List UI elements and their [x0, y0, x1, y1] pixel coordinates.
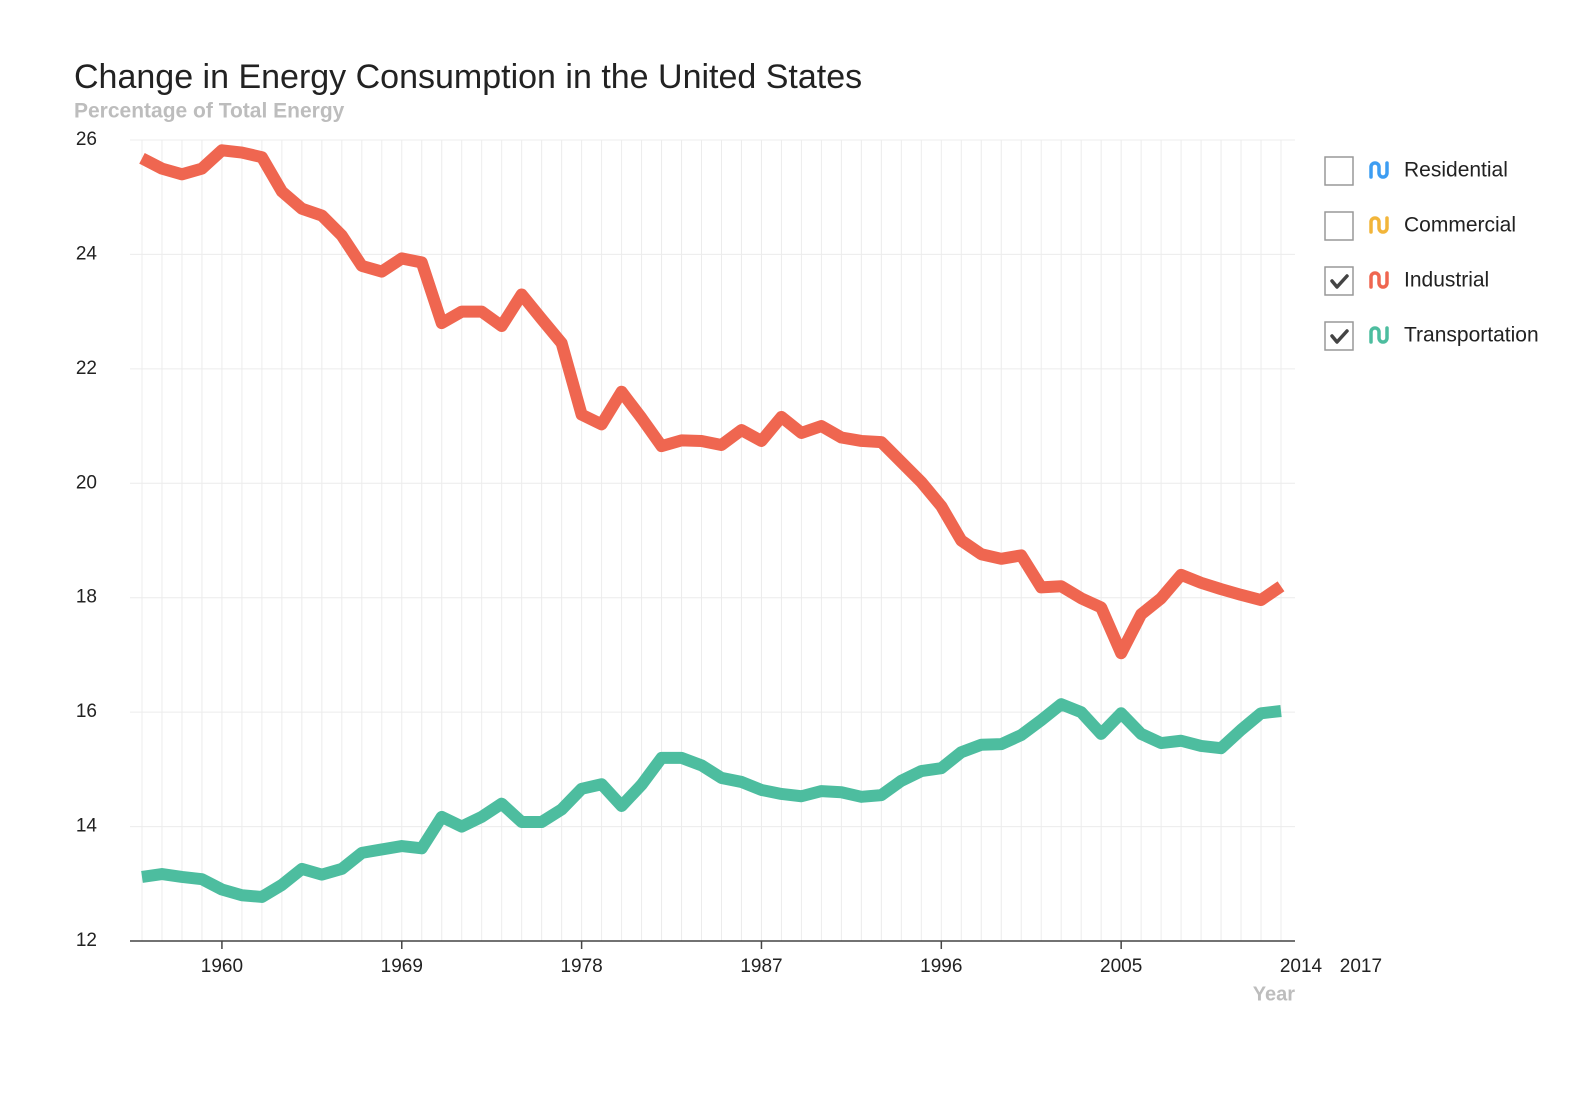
x-tick-label: 2005	[1100, 956, 1142, 977]
legend-checkbox[interactable]	[1324, 156, 1354, 186]
legend-checkbox[interactable]	[1324, 321, 1354, 351]
legend-item[interactable]: Commercial	[1324, 211, 1516, 241]
checkmark	[1330, 329, 1349, 344]
legend-checkbox[interactable]	[1324, 266, 1354, 296]
legend-label: Residential	[1404, 159, 1508, 182]
legend-icon	[1369, 161, 1389, 179]
chart-title: Change in Energy Consumption in the Unit…	[74, 58, 862, 96]
y-tick-label: 14	[76, 816, 98, 837]
x-tick-label: 1960	[201, 956, 243, 977]
x-axis-label: Year	[1253, 983, 1295, 1005]
y-tick-label: 12	[76, 930, 97, 951]
x-tick-label: 2017	[1340, 956, 1382, 977]
x-tick-label: 1978	[560, 956, 602, 977]
legend-label: Transportation	[1404, 324, 1539, 347]
y-tick-label: 16	[76, 701, 97, 722]
legend-item[interactable]: Residential	[1324, 156, 1508, 186]
y-tick-label: 26	[76, 129, 97, 150]
legend-item[interactable]: Transportation	[1324, 321, 1539, 351]
legend-icon	[1369, 216, 1389, 234]
series-line	[141, 698, 1282, 903]
series-line	[139, 144, 1285, 660]
legend-checkbox[interactable]	[1324, 211, 1354, 241]
x-tick-label: 1996	[920, 956, 962, 977]
x-tick-label: 2014	[1280, 956, 1323, 977]
y-tick-label: 18	[76, 587, 97, 608]
y-tick-label: 22	[76, 358, 97, 379]
legend-icon	[1369, 326, 1389, 344]
checkmark	[1330, 274, 1349, 289]
x-tick-label: 1987	[740, 956, 782, 977]
x-tick-label: 1969	[381, 956, 423, 977]
legend-label: Commercial	[1404, 214, 1516, 237]
legend-item[interactable]: Industrial	[1324, 266, 1489, 296]
legend-label: Industrial	[1404, 269, 1489, 292]
legend-icon	[1369, 271, 1389, 289]
y-axis-label: Percentage of Total Energy	[74, 100, 345, 123]
y-tick-label: 24	[76, 243, 98, 264]
y-tick-label: 20	[76, 472, 97, 493]
